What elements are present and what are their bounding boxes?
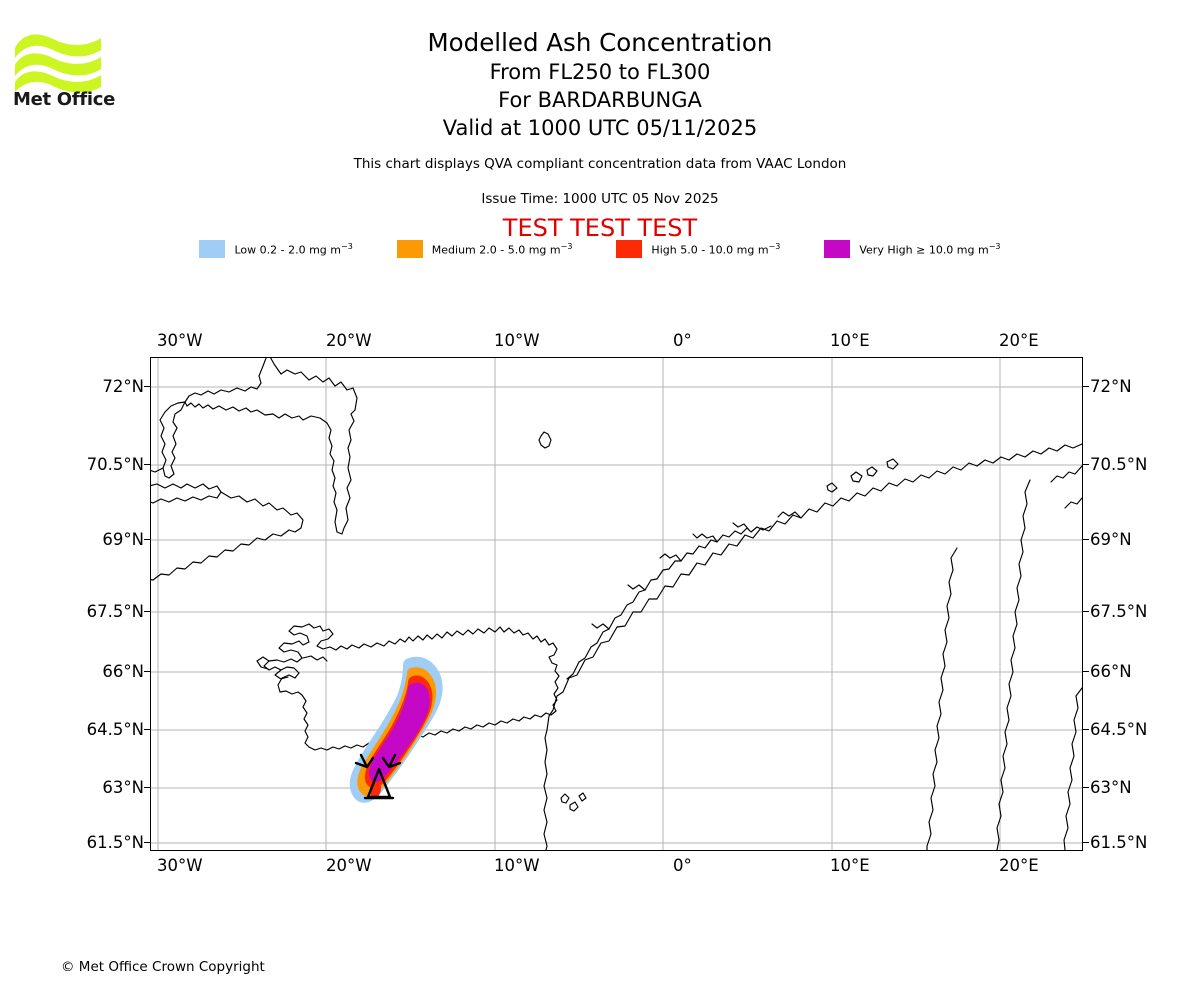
map-canvas: [151, 358, 1082, 850]
tick-left-64.5N: [144, 729, 150, 730]
lat-tick-label-right-72N: 72°N: [1090, 377, 1132, 396]
legend-swatch-low: [199, 240, 226, 258]
lon-tick-label-top-30W: 30°W: [157, 331, 203, 350]
lat-tick-label-right-69N: 69°N: [1090, 530, 1132, 549]
lat-tick-label-right-66N: 66°N: [1090, 662, 1132, 681]
legend-swatch-very-high: [824, 240, 851, 258]
ash-contour-very-high: [368, 682, 430, 783]
ash-plume: [349, 656, 443, 803]
lon-tick-label-bottom-0: 0°: [673, 856, 692, 875]
lon-tick-label-bottom-30W: 30°W: [157, 856, 203, 875]
lon-tick-label-top-0: 0°: [673, 331, 692, 350]
issue-time: Issue Time: 1000 UTC 05 Nov 2025: [481, 191, 719, 207]
legend-label-very-high: Very High ≥ 10.0 mg m−3: [859, 241, 1001, 257]
coastline-greenland-arm: [151, 467, 222, 504]
coastline-northeast-fragment: [1050, 465, 1082, 509]
map-coastlines: [151, 358, 1082, 850]
tick-left-69N: [144, 539, 150, 540]
lon-tick-label-bottom-20E: 20°E: [999, 856, 1039, 875]
ash-contour-tail-tip: [370, 783, 381, 799]
tick-right-67.5N: [1083, 611, 1089, 612]
lat-tick-label-left-64.5N: 64.5°N: [86, 720, 144, 739]
coastline-sweden-border: [926, 547, 958, 850]
lon-tick-label-top-20W: 20°W: [326, 331, 372, 350]
lat-tick-label-left-69N: 69°N: [102, 530, 144, 549]
lat-tick-label-left-63N: 63°N: [102, 778, 144, 797]
coastline-faroe-islands: [560, 792, 587, 812]
coastline-norway-fjords: [591, 511, 802, 630]
coastline-bothnia: [996, 479, 1031, 850]
legend-swatch-high: [616, 240, 643, 258]
brand-name: Met Office: [13, 89, 116, 110]
tick-left-72N: [144, 386, 150, 387]
tick-left-67.5N: [144, 611, 150, 612]
legend-label-high: High 5.0 - 10.0 mg m−3: [651, 241, 781, 257]
legend-item-high: High 5.0 - 10.0 mg m−3: [616, 240, 780, 258]
lat-tick-label-right-61.5N: 61.5°N: [1090, 833, 1148, 852]
lat-tick-label-right-70.5N: 70.5°N: [1090, 455, 1148, 474]
lat-tick-label-left-70.5N: 70.5°N: [86, 455, 144, 474]
tick-right-72N: [1083, 386, 1089, 387]
legend-swatch-medium: [396, 240, 423, 258]
copyright-notice: © Met Office Crown Copyright: [61, 959, 265, 975]
coastline-greenland: [184, 358, 358, 535]
coastline-jan-mayen: [538, 431, 552, 449]
coastline-iceland-westfjords: [256, 655, 328, 680]
lon-tick-label-top-10W: 10°W: [494, 331, 540, 350]
met-office-waves-icon: [15, 34, 101, 92]
coastline-north-islands: [826, 458, 899, 493]
tick-right-61.5N: [1083, 842, 1089, 843]
lat-tick-label-right-67.5N: 67.5°N: [1090, 602, 1148, 621]
lat-tick-label-right-64.5N: 64.5°N: [1090, 720, 1148, 739]
page-title: Modelled Ash Concentration: [427, 28, 773, 57]
met-office-logo: [13, 26, 123, 111]
title-flight-levels: From FL250 to FL300: [489, 60, 711, 84]
legend-item-medium: Medium 2.0 - 5.0 mg m−3: [396, 240, 573, 258]
lon-tick-label-bottom-10E: 10°E: [830, 856, 870, 875]
chart-title-block: Modelled Ash Concentration From FL250 to…: [0, 28, 1200, 142]
lon-tick-label-top-10E: 10°E: [830, 331, 870, 350]
legend-label-medium: Medium 2.0 - 5.0 mg m−3: [431, 241, 573, 257]
tick-right-66N: [1083, 671, 1089, 672]
tick-left-70.5N: [144, 464, 150, 465]
title-volcano: For BARDARBUNGA: [498, 88, 702, 112]
map-gridlines: [151, 358, 1082, 850]
coastline-norway: [543, 443, 1082, 850]
title-valid-time: Valid at 1000 UTC 05/11/2025: [442, 116, 758, 140]
legend-label-low: Low 0.2 - 2.0 mg m−3: [234, 241, 353, 257]
concentration-legend: Low 0.2 - 2.0 mg m−3 Medium 2.0 - 5.0 mg…: [0, 240, 1200, 258]
ash-concentration-map[interactable]: [150, 357, 1083, 851]
volcano-marker-icon: [354, 753, 402, 800]
legend-item-very-high: Very High ≥ 10.0 mg m−3: [824, 240, 1001, 258]
lon-tick-label-top-20E: 20°E: [999, 331, 1039, 350]
lon-tick-label-bottom-10W: 10°W: [494, 856, 540, 875]
tick-right-63N: [1083, 787, 1089, 788]
coastline-east-lower: [1063, 687, 1082, 850]
tick-right-69N: [1083, 539, 1089, 540]
test-banner: TEST TEST TEST: [502, 214, 698, 242]
legend-item-low: Low 0.2 - 2.0 mg m−3: [199, 240, 353, 258]
lon-tick-label-bottom-20W: 20°W: [326, 856, 372, 875]
lat-tick-label-left-67.5N: 67.5°N: [86, 602, 144, 621]
map-plot-frame: [150, 357, 1083, 851]
tick-left-61.5N: [144, 842, 150, 843]
chart-subnote: This chart displays QVA compliant concen…: [353, 156, 847, 172]
tick-right-64.5N: [1083, 729, 1089, 730]
coastline-lofoten: [566, 525, 772, 680]
tick-left-66N: [144, 671, 150, 672]
lat-tick-label-right-63N: 63°N: [1090, 778, 1132, 797]
tick-left-63N: [144, 787, 150, 788]
coastline-greenland-fjords: [159, 401, 186, 479]
coastline-greenland-south: [151, 491, 304, 581]
lat-tick-label-left-72N: 72°N: [102, 377, 144, 396]
lat-tick-label-left-66N: 66°N: [102, 662, 144, 681]
lat-tick-label-left-61.5N: 61.5°N: [86, 833, 144, 852]
tick-right-70.5N: [1083, 464, 1089, 465]
